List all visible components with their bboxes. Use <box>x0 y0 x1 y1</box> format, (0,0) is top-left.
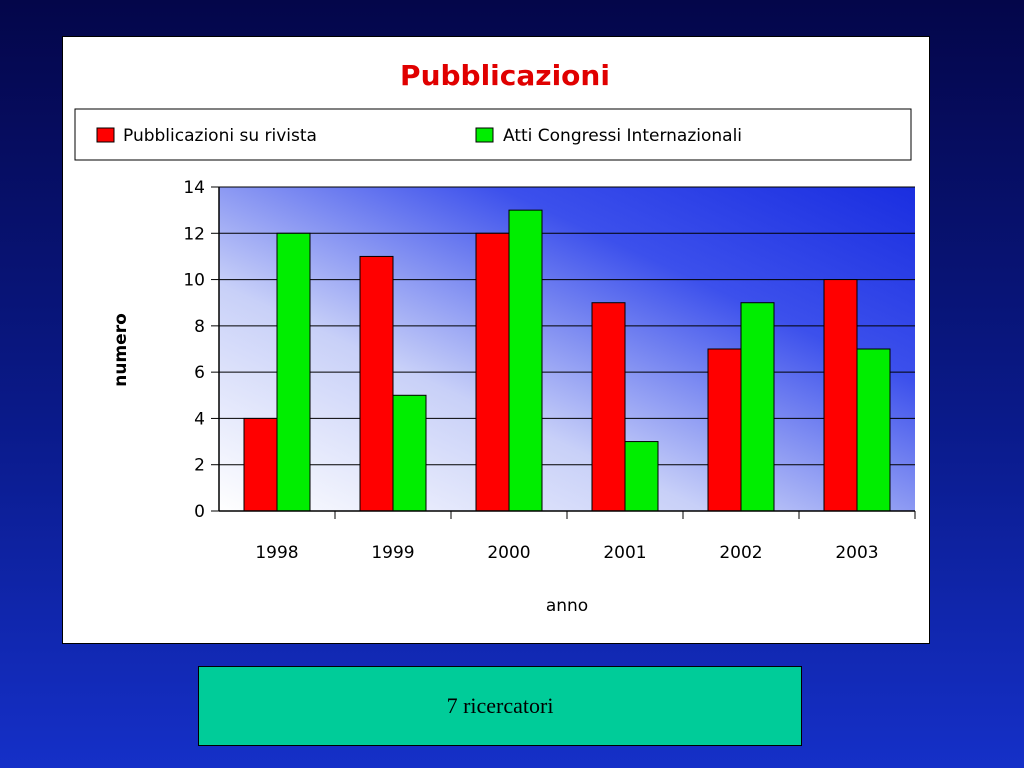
x-tick-labels: 1998 1999 2000 2001 2002 2003 <box>255 543 878 563</box>
x-tick-label: 2003 <box>835 543 878 563</box>
x-tick-label: 2001 <box>603 543 646 563</box>
legend-label-rivista: Pubblicazioni su rivista <box>123 126 317 146</box>
bar-rivista-2003 <box>823 279 858 512</box>
bar-rivista-2000 <box>475 232 510 512</box>
x-tick-label: 2002 <box>719 543 762 563</box>
legend-swatch-congressi <box>475 127 494 143</box>
y-tick-labels: 0 2 4 6 8 10 12 14 <box>183 178 205 522</box>
bar-rivista-2001 <box>591 302 626 512</box>
y-tick-label: 6 <box>194 363 205 383</box>
axes <box>211 186 916 519</box>
legend-swatch-rivista <box>96 127 115 143</box>
bar-congressi-1999 <box>392 394 427 512</box>
y-tick-label: 14 <box>183 178 205 198</box>
x-axis-label: anno <box>546 596 588 616</box>
y-tick-label: 2 <box>194 456 205 476</box>
chart-panel: Pubblicazioni Pubblicazioni su rivista A… <box>62 36 930 644</box>
bar-rivista-2002 <box>707 348 742 512</box>
bar-congressi-2000 <box>508 209 543 512</box>
bar-congressi-1998 <box>276 232 311 512</box>
bar-chart: Pubblicazioni Pubblicazioni su rivista A… <box>74 59 916 616</box>
y-axis-label: numero <box>111 313 131 387</box>
bar-rivista-1999 <box>359 255 394 512</box>
y-tick-label: 8 <box>194 317 205 337</box>
bar-congressi-2002 <box>740 302 775 512</box>
grid-lines <box>219 186 915 466</box>
plot-area <box>219 187 915 511</box>
x-tick-label: 2000 <box>487 543 530 563</box>
bars <box>243 209 891 512</box>
bar-congressi-2003 <box>856 348 891 512</box>
x-tick-label: 1999 <box>371 543 414 563</box>
chart-title: Pubblicazioni <box>400 59 610 92</box>
legend-label-congressi: Atti Congressi Internazionali <box>503 126 742 146</box>
y-tick-label: 12 <box>183 224 205 244</box>
footer-box: 7 ricercatori <box>198 666 802 746</box>
footer-text: 7 ricercatori <box>446 693 554 718</box>
bar-congressi-2001 <box>624 441 659 512</box>
y-tick-label: 10 <box>183 271 205 291</box>
y-tick-label: 4 <box>194 409 205 429</box>
bar-rivista-1998 <box>243 417 278 512</box>
y-tick-label: 0 <box>194 502 205 522</box>
x-tick-label: 1998 <box>255 543 298 563</box>
